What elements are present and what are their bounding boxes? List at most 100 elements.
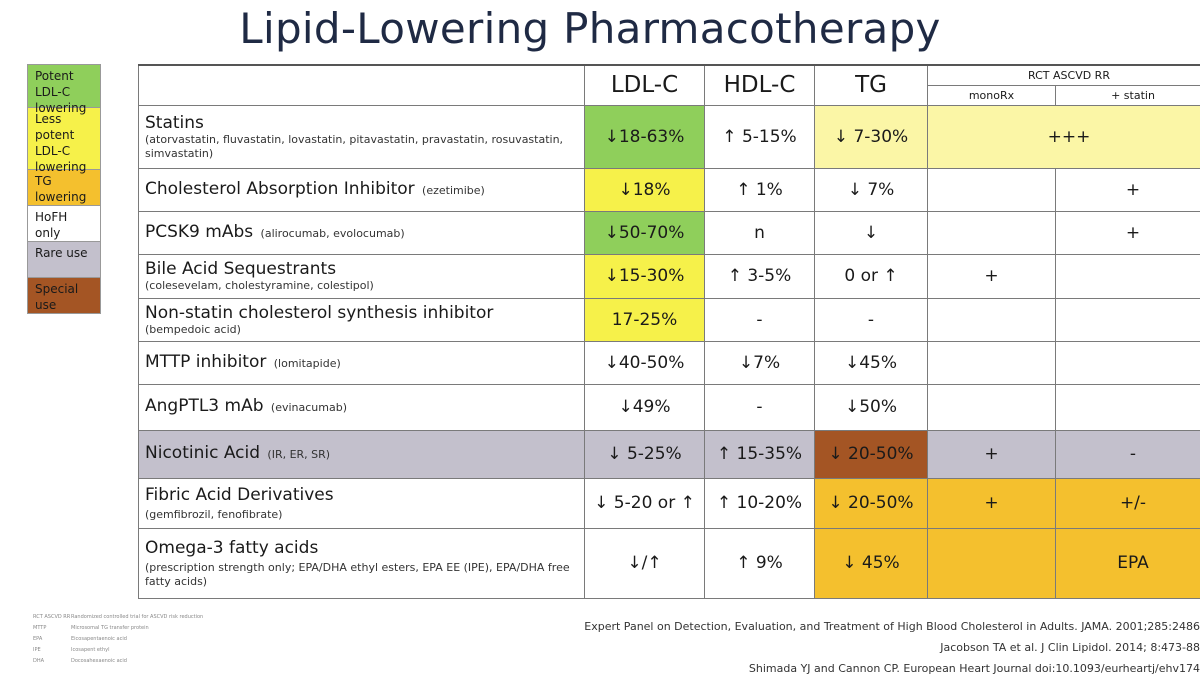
abbreviation-key: RCT ASCVD RR [33, 614, 71, 620]
ldl-cell: ↓ 5-20 or ↑ [584, 477, 705, 529]
monorx-cell [927, 210, 1056, 255]
table-row: Statins (atorvastatin, fluvastatin, lova… [138, 104, 1200, 169]
drug-class-cell: Bile Acid Sequestrants (colesevelam, cho… [138, 253, 585, 299]
tg-cell: ↓ 45% [814, 527, 928, 599]
legend-less-potent-ldl: Less potent LDL-C lowering [27, 108, 101, 174]
plus-statin-cell [1055, 383, 1200, 431]
abbreviation-key: DHA [33, 658, 45, 664]
drug-detail: (IR, ER, SR) [267, 448, 331, 461]
table-row: Bile Acid Sequestrants (colesevelam, cho… [138, 253, 1200, 299]
drug-name: Bile Acid Sequestrants [145, 259, 337, 279]
monorx-cell [927, 340, 1056, 385]
drug-name: MTTP inhibitor [145, 351, 267, 372]
hdl-cell: ↑ 1% [704, 167, 815, 212]
drug-detail: (lomitapide) [273, 356, 341, 370]
plus-statin-cell: EPA [1055, 527, 1200, 599]
abbreviation-definition: Docosahexaenoic acid [71, 658, 127, 664]
tg-cell: ↓ 7-30% [814, 104, 928, 169]
drug-detail: (colesevelam, cholestyramine, colestipol… [145, 279, 374, 292]
legend-tg-lowering: TG lowering [27, 170, 101, 206]
reference-list: Expert Panel on Detection, Evaluation, a… [584, 616, 1200, 679]
list-item: DHA Docosahexaenoic acid [33, 656, 233, 667]
ldl-cell: ↓ 5-25% [584, 429, 705, 479]
header-monorx: monoRx [927, 84, 1056, 106]
header-drug-class [138, 64, 585, 106]
hdl-cell: - [704, 297, 815, 342]
drug-detail: (atorvastatin, fluvastatin, lovastatin, … [145, 132, 564, 160]
header-row: LDL-C HDL-C TG RCT ASCVD RR [138, 64, 1200, 106]
ldl-cell: 17-25% [584, 297, 705, 342]
drug-name: Non-statin cholesterol synthesis inhibit… [145, 302, 494, 323]
drug-detail: (gemfibrozil, fenofibrate) [145, 507, 283, 521]
ldl-cell: ↓/↑ [584, 527, 705, 599]
hdl-cell: ↑ 5-15% [704, 104, 815, 169]
hdl-cell: ↑ 9% [704, 527, 815, 599]
drug-class-cell: Fibric Acid Derivatives (gemfibrozil, fe… [138, 477, 585, 529]
ldl-cell: ↓15-30% [584, 253, 705, 299]
plus-statin-cell: +/- [1055, 477, 1200, 529]
drug-detail: (prescription strength only; EPA/DHA eth… [145, 560, 570, 588]
color-legend: Potent LDL-C lowering Less potent LDL-C … [27, 64, 101, 314]
abbreviation-key: MTTP [33, 625, 47, 631]
header-rct: RCT ASCVD RR [927, 64, 1200, 86]
hdl-cell: n [704, 210, 815, 255]
drug-name: Statins [145, 112, 204, 133]
table-row: Cholesterol Absorption Inhibitor (ezetim… [138, 167, 1200, 212]
header-plus-statin: + statin [1055, 84, 1200, 106]
plus-statin-cell: - [1055, 429, 1200, 479]
legend-rare-use: Rare use [27, 242, 101, 278]
drug-name: Omega-3 fatty acids [145, 537, 319, 558]
list-item: RCT ASCVD RR Randomized controlled trial … [33, 612, 233, 623]
header-ldl: LDL-C [584, 64, 705, 106]
list-item: EPA Eicosapentaenoic acid [33, 634, 233, 645]
table-row: Non-statin cholesterol synthesis inhibit… [138, 297, 1200, 342]
drug-name: AngPTL3 mAb [145, 396, 264, 416]
ldl-cell: ↓40-50% [584, 340, 705, 385]
drug-detail: (evinacumab) [270, 401, 348, 414]
table-row: MTTP inhibitor (lomitapide) ↓40-50% ↓7% … [138, 340, 1200, 385]
table-row: Omega-3 fatty acids (prescription streng… [138, 527, 1200, 599]
tg-cell: ↓ 7% [814, 167, 928, 212]
drug-detail: (bempedoic acid) [145, 322, 241, 336]
table-row: Nicotinic Acid (IR, ER, SR) ↓ 5-25% ↑ 15… [138, 429, 1200, 479]
reference: Jacobson TA et al. J Clin Lipidol. 2014;… [940, 641, 1200, 654]
reference: Expert Panel on Detection, Evaluation, a… [584, 620, 1200, 633]
plus-statin-cell [1055, 340, 1200, 385]
drug-class-cell: Nicotinic Acid (IR, ER, SR) [138, 429, 585, 479]
monorx-cell [927, 383, 1056, 431]
plus-statin-cell: + [1055, 210, 1200, 255]
monorx-cell [927, 167, 1056, 212]
abbreviation-definition: Icosapent ethyl [71, 647, 110, 653]
tg-cell: ↓ 20-50% [814, 477, 928, 529]
hdl-cell: - [704, 383, 815, 431]
plus-statin-cell [1055, 297, 1200, 342]
tg-cell: ↓ [814, 210, 928, 255]
drug-class-cell: MTTP inhibitor (lomitapide) [138, 340, 585, 385]
abbreviation-list: RCT ASCVD RR Randomized controlled trial … [33, 612, 233, 667]
ldl-cell: ↓49% [584, 383, 705, 431]
drug-class-cell: Cholesterol Absorption Inhibitor (ezetim… [138, 167, 585, 212]
tg-cell: 0 or ↑ [814, 253, 928, 299]
tg-cell: ↓50% [814, 383, 928, 431]
tg-cell: - [814, 297, 928, 342]
monorx-cell: + [927, 477, 1056, 529]
monorx-cell [927, 527, 1056, 599]
ldl-cell: ↓18-63% [584, 104, 705, 169]
legend-special-use: Special use [27, 278, 101, 314]
drug-class-cell: PCSK9 mAbs (alirocumab, evolocumab) [138, 210, 585, 255]
drug-class-cell: AngPTL3 mAb (evinacumab) [138, 383, 585, 431]
hdl-cell: ↓7% [704, 340, 815, 385]
ldl-cell: ↓18% [584, 167, 705, 212]
reference: Shimada YJ and Cannon CP. European Heart… [748, 662, 1200, 675]
tg-cell: ↓ 20-50% [814, 429, 928, 479]
drug-name: Fibric Acid Derivatives [145, 484, 334, 505]
table-container: LDL-C HDL-C TG RCT ASCVD RR monoRx + sta… [138, 64, 1200, 599]
legend-potent-ldl: Potent LDL-C lowering [27, 64, 101, 115]
tg-cell: ↓45% [814, 340, 928, 385]
drug-detail: (alirocumab, evolocumab) [260, 226, 405, 240]
header-tg: TG [814, 64, 928, 106]
hdl-cell: ↑ 15-35% [704, 429, 815, 479]
list-item: IPE Icosapent ethyl [33, 645, 233, 656]
rct-cell: +++ [927, 104, 1200, 169]
abbreviation-key: IPE [33, 647, 41, 653]
